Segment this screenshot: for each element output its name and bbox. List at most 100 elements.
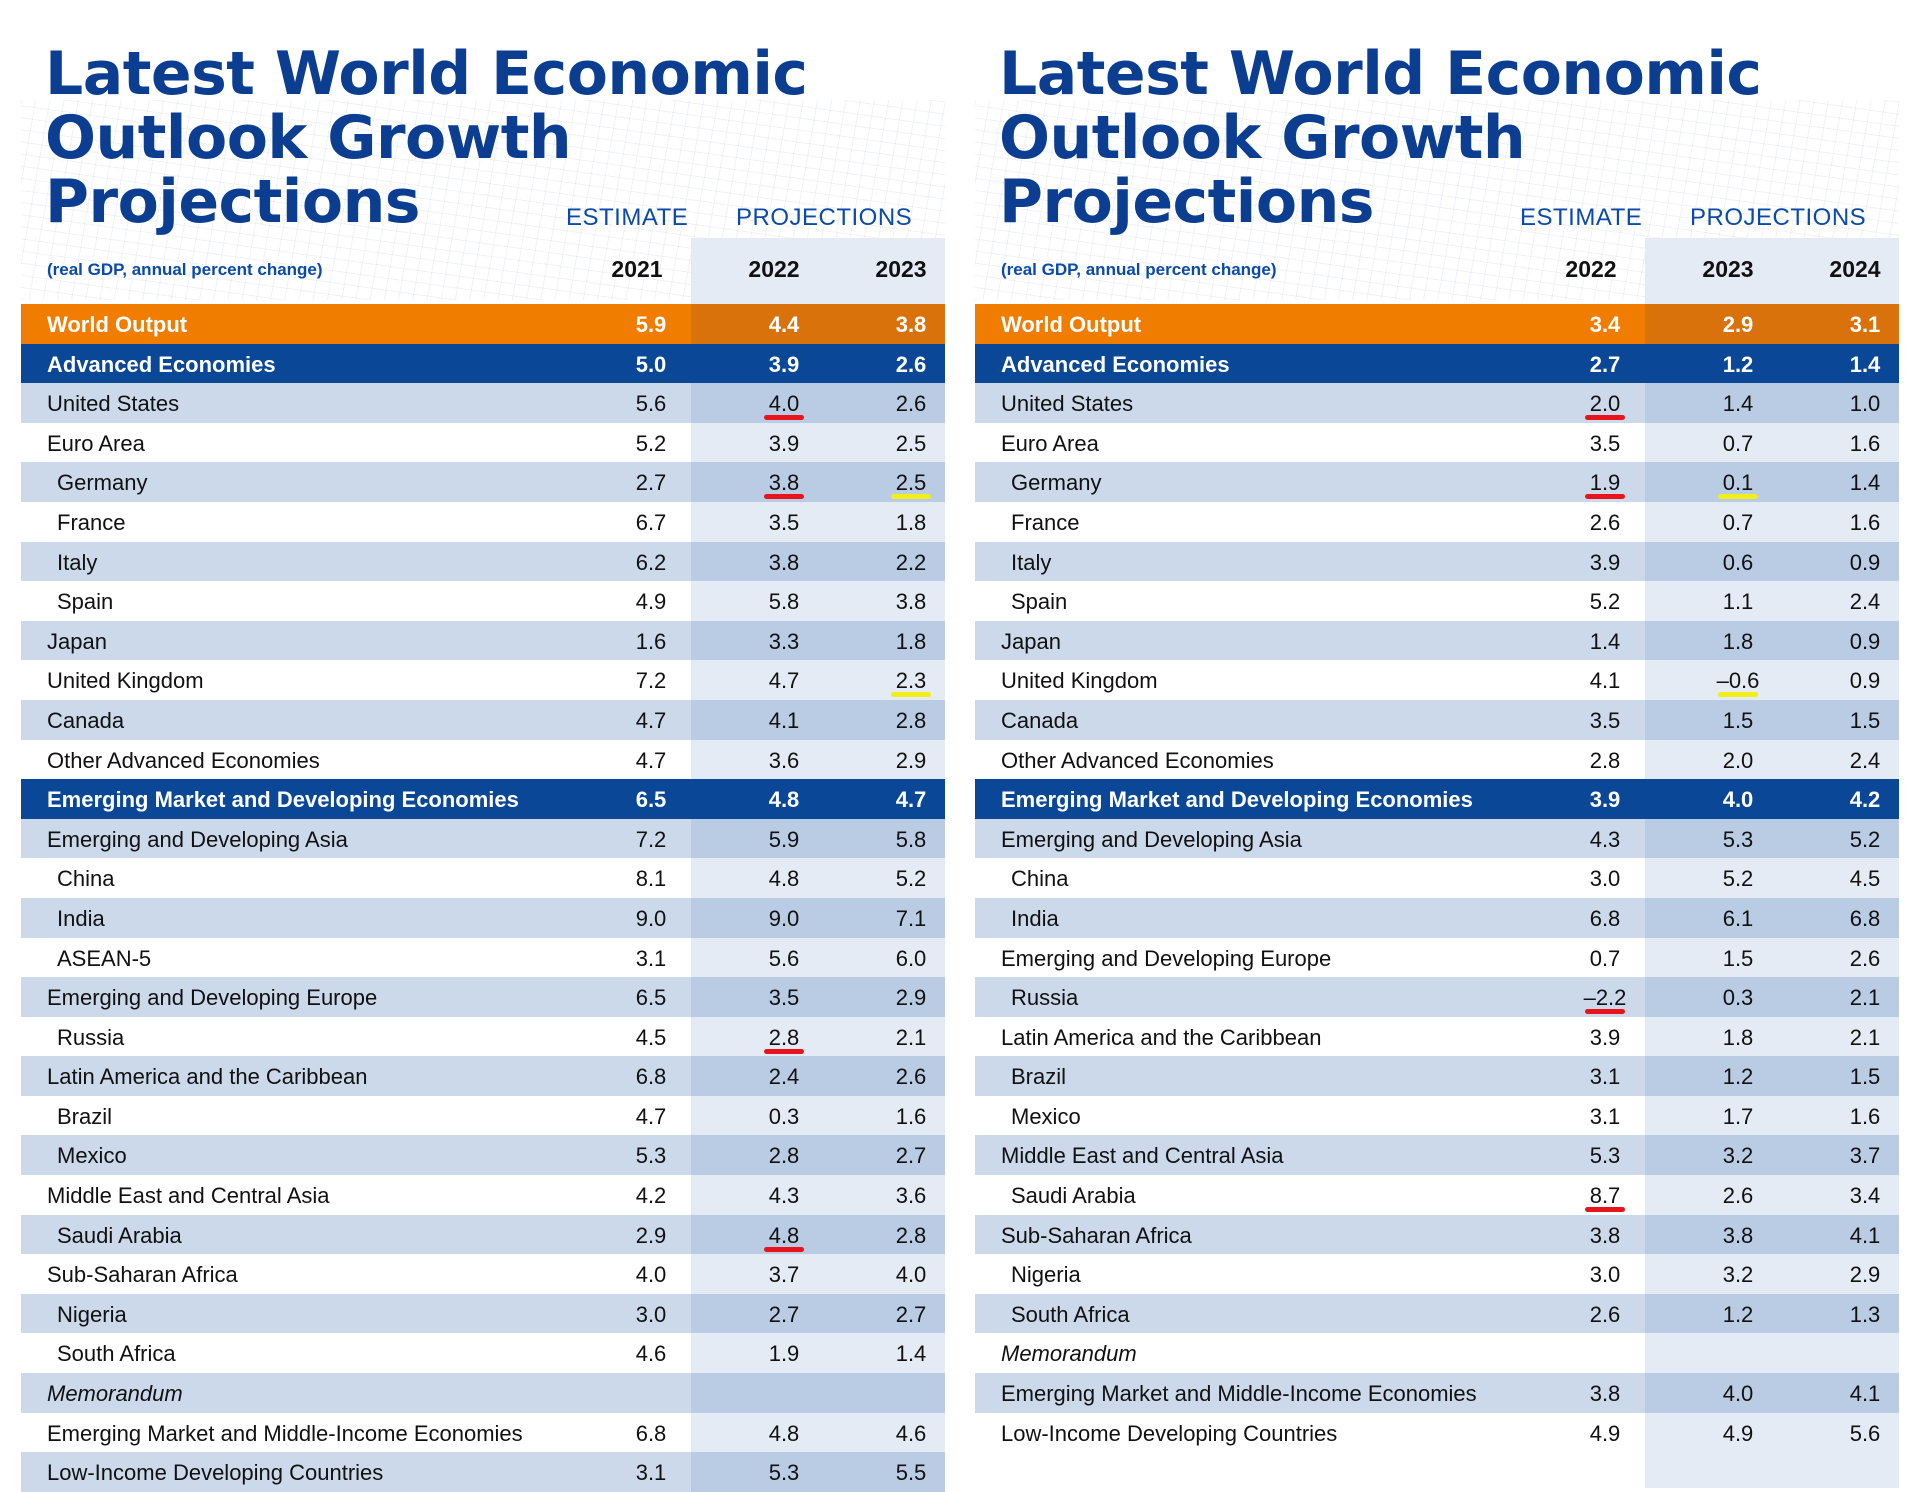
red-highlight-mark bbox=[764, 415, 804, 421]
projection-value: 0.3 bbox=[768, 1103, 800, 1129]
projection-value: 1.8 bbox=[895, 509, 927, 535]
red-highlight-mark bbox=[1585, 415, 1625, 421]
estimate-value: 6.8 bbox=[635, 1420, 667, 1446]
projection-value: 2.4 bbox=[1849, 589, 1881, 615]
row-label: Latin America and the Caribbean bbox=[1001, 1024, 1322, 1050]
red-highlight-mark bbox=[764, 1246, 804, 1252]
projection-value: 4.9 bbox=[1722, 1420, 1754, 1446]
projection-value: 4.2 bbox=[1849, 787, 1881, 813]
row-label: Emerging Market and Developing Economies bbox=[1001, 787, 1473, 813]
estimate-value: 8.1 bbox=[635, 866, 667, 892]
projection-value: 5.6 bbox=[1849, 1420, 1881, 1446]
projection-value: 4.6 bbox=[895, 1420, 927, 1446]
row-label: France bbox=[57, 509, 126, 535]
projection-value: 1.8 bbox=[1722, 628, 1754, 654]
table-row: Mexico 3.1 1.7 1.6 bbox=[975, 1096, 1899, 1136]
table-row: Germany 1.9 0.1 1.4 bbox=[975, 462, 1899, 502]
row-label: Spain bbox=[1011, 589, 1068, 615]
table-row: Sub-Saharan Africa 3.8 3.8 4.1 bbox=[975, 1214, 1899, 1255]
projection-value: 5.8 bbox=[895, 826, 927, 852]
projection-value: 4.0 bbox=[1722, 1381, 1754, 1407]
projection-value: 4.4 bbox=[768, 312, 800, 337]
row-label: Emerging and Developing Asia bbox=[1001, 826, 1302, 852]
projection-value: 3.9 bbox=[768, 430, 800, 456]
panel-title: Latest World Economic Outlook Growth Pro… bbox=[999, 42, 1899, 234]
projection-value: 4.3 bbox=[768, 1183, 800, 1209]
projection-value: 2.6 bbox=[1722, 1183, 1754, 1209]
row-label: India bbox=[1011, 905, 1059, 931]
estimate-value: 2.0 bbox=[1589, 391, 1621, 417]
projection-value: 9.0 bbox=[768, 905, 800, 931]
estimate-value: 3.1 bbox=[1589, 1064, 1621, 1090]
estimate-value: 3.0 bbox=[1589, 866, 1621, 892]
row-label: Nigeria bbox=[1011, 1262, 1081, 1288]
estimate-value: 2.7 bbox=[635, 470, 667, 496]
projection-value: 3.6 bbox=[895, 1183, 927, 1209]
row-label: United Kingdom bbox=[1001, 668, 1158, 694]
projection-value: 4.0 bbox=[768, 391, 800, 417]
table-row: South Africa 4.6 1.9 1.4 bbox=[21, 1333, 945, 1373]
table-row: Sub-Saharan Africa 4.0 3.7 4.0 bbox=[21, 1254, 945, 1294]
projection-value: 5.5 bbox=[895, 1460, 927, 1486]
table-row: Emerging and Developing Europe 6.5 3.5 2.9 bbox=[21, 977, 945, 1017]
year-header-estimate: 2022 bbox=[1565, 256, 1617, 282]
projection-value: 2.8 bbox=[895, 707, 927, 733]
estimate-value: 4.2 bbox=[635, 1183, 667, 1209]
title-line-2: Outlook Growth Projections bbox=[999, 103, 1526, 237]
estimate-value: 3.1 bbox=[1589, 1103, 1621, 1129]
estimate-value: 6.2 bbox=[635, 549, 667, 575]
projection-value: 4.8 bbox=[768, 866, 800, 892]
projection-value: 2.9 bbox=[1849, 1262, 1881, 1288]
year-header-projection-1: 2022 bbox=[748, 256, 800, 282]
estimate-value: 6.5 bbox=[635, 985, 667, 1011]
projection-value: 3.7 bbox=[1849, 1143, 1881, 1169]
year-header-projection-2: 2024 bbox=[1829, 256, 1881, 282]
projection-value: 0.9 bbox=[1849, 549, 1881, 575]
table-row: Euro Area 3.5 0.7 1.6 bbox=[975, 423, 1899, 463]
estimate-value: 3.1 bbox=[635, 945, 667, 971]
row-label: Other Advanced Economies bbox=[47, 747, 320, 773]
table-row: ASEAN-5 3.1 5.6 6.0 bbox=[21, 938, 945, 978]
estimate-value: 2.8 bbox=[1589, 747, 1621, 773]
row-label: Memorandum bbox=[1001, 1341, 1137, 1367]
yellow-highlight-mark bbox=[1718, 692, 1758, 698]
projection-value: 4.8 bbox=[768, 1420, 800, 1446]
projection-value: 0.7 bbox=[1722, 509, 1754, 535]
projection-value: 3.9 bbox=[768, 351, 800, 377]
estimate-value: 1.9 bbox=[1589, 470, 1621, 496]
table-row: Middle East and Central Asia 5.3 3.2 3.7 bbox=[975, 1135, 1899, 1176]
projection-value: 2.4 bbox=[768, 1064, 800, 1090]
row-label: Germany bbox=[57, 470, 148, 496]
estimate-value: 0.7 bbox=[1589, 945, 1621, 971]
projection-value: 3.6 bbox=[768, 747, 800, 773]
table-row: China 8.1 4.8 5.2 bbox=[21, 858, 945, 898]
projection-value: 1.6 bbox=[1849, 1103, 1881, 1129]
row-label: Russia bbox=[57, 1024, 125, 1050]
estimate-value: 2.6 bbox=[1589, 1301, 1621, 1327]
projection-value: 5.8 bbox=[768, 589, 800, 615]
estimate-value: 4.3 bbox=[1589, 826, 1621, 852]
title-line-1: Latest World Economic bbox=[999, 39, 1762, 109]
table-row: Emerging and Developing Asia 7.2 5.9 5.8 bbox=[21, 818, 945, 859]
projection-value: 3.8 bbox=[768, 470, 800, 496]
row-label: Saudi Arabia bbox=[1011, 1183, 1136, 1209]
table-row: Emerging Market and Developing Economies… bbox=[21, 779, 945, 819]
table-row: World Output 3.4 2.9 3.1 bbox=[975, 304, 1899, 344]
projection-value: 4.7 bbox=[768, 668, 800, 694]
table-row: Canada 3.5 1.5 1.5 bbox=[975, 699, 1899, 740]
estimate-value: 3.9 bbox=[1589, 1024, 1621, 1050]
projection-value: 4.8 bbox=[768, 787, 800, 813]
row-label: Euro Area bbox=[1001, 430, 1099, 456]
estimate-value: 3.0 bbox=[635, 1301, 667, 1327]
table-row: Italy 3.9 0.6 0.9 bbox=[975, 541, 1899, 582]
projection-value: 4.5 bbox=[1849, 866, 1881, 892]
estimate-value: 3.8 bbox=[1589, 1381, 1621, 1407]
row-label: Japan bbox=[47, 628, 107, 654]
title-line-2: Outlook Growth Projections bbox=[45, 103, 572, 237]
estimate-value: 2.9 bbox=[635, 1222, 667, 1248]
red-highlight-mark bbox=[1585, 1207, 1625, 1213]
estimate-value: 2.7 bbox=[1589, 351, 1621, 377]
units-note: (real GDP, annual percent change) bbox=[1001, 260, 1277, 279]
projection-value: 2.5 bbox=[895, 430, 927, 456]
estimate-value: 3.4 bbox=[1589, 312, 1621, 337]
